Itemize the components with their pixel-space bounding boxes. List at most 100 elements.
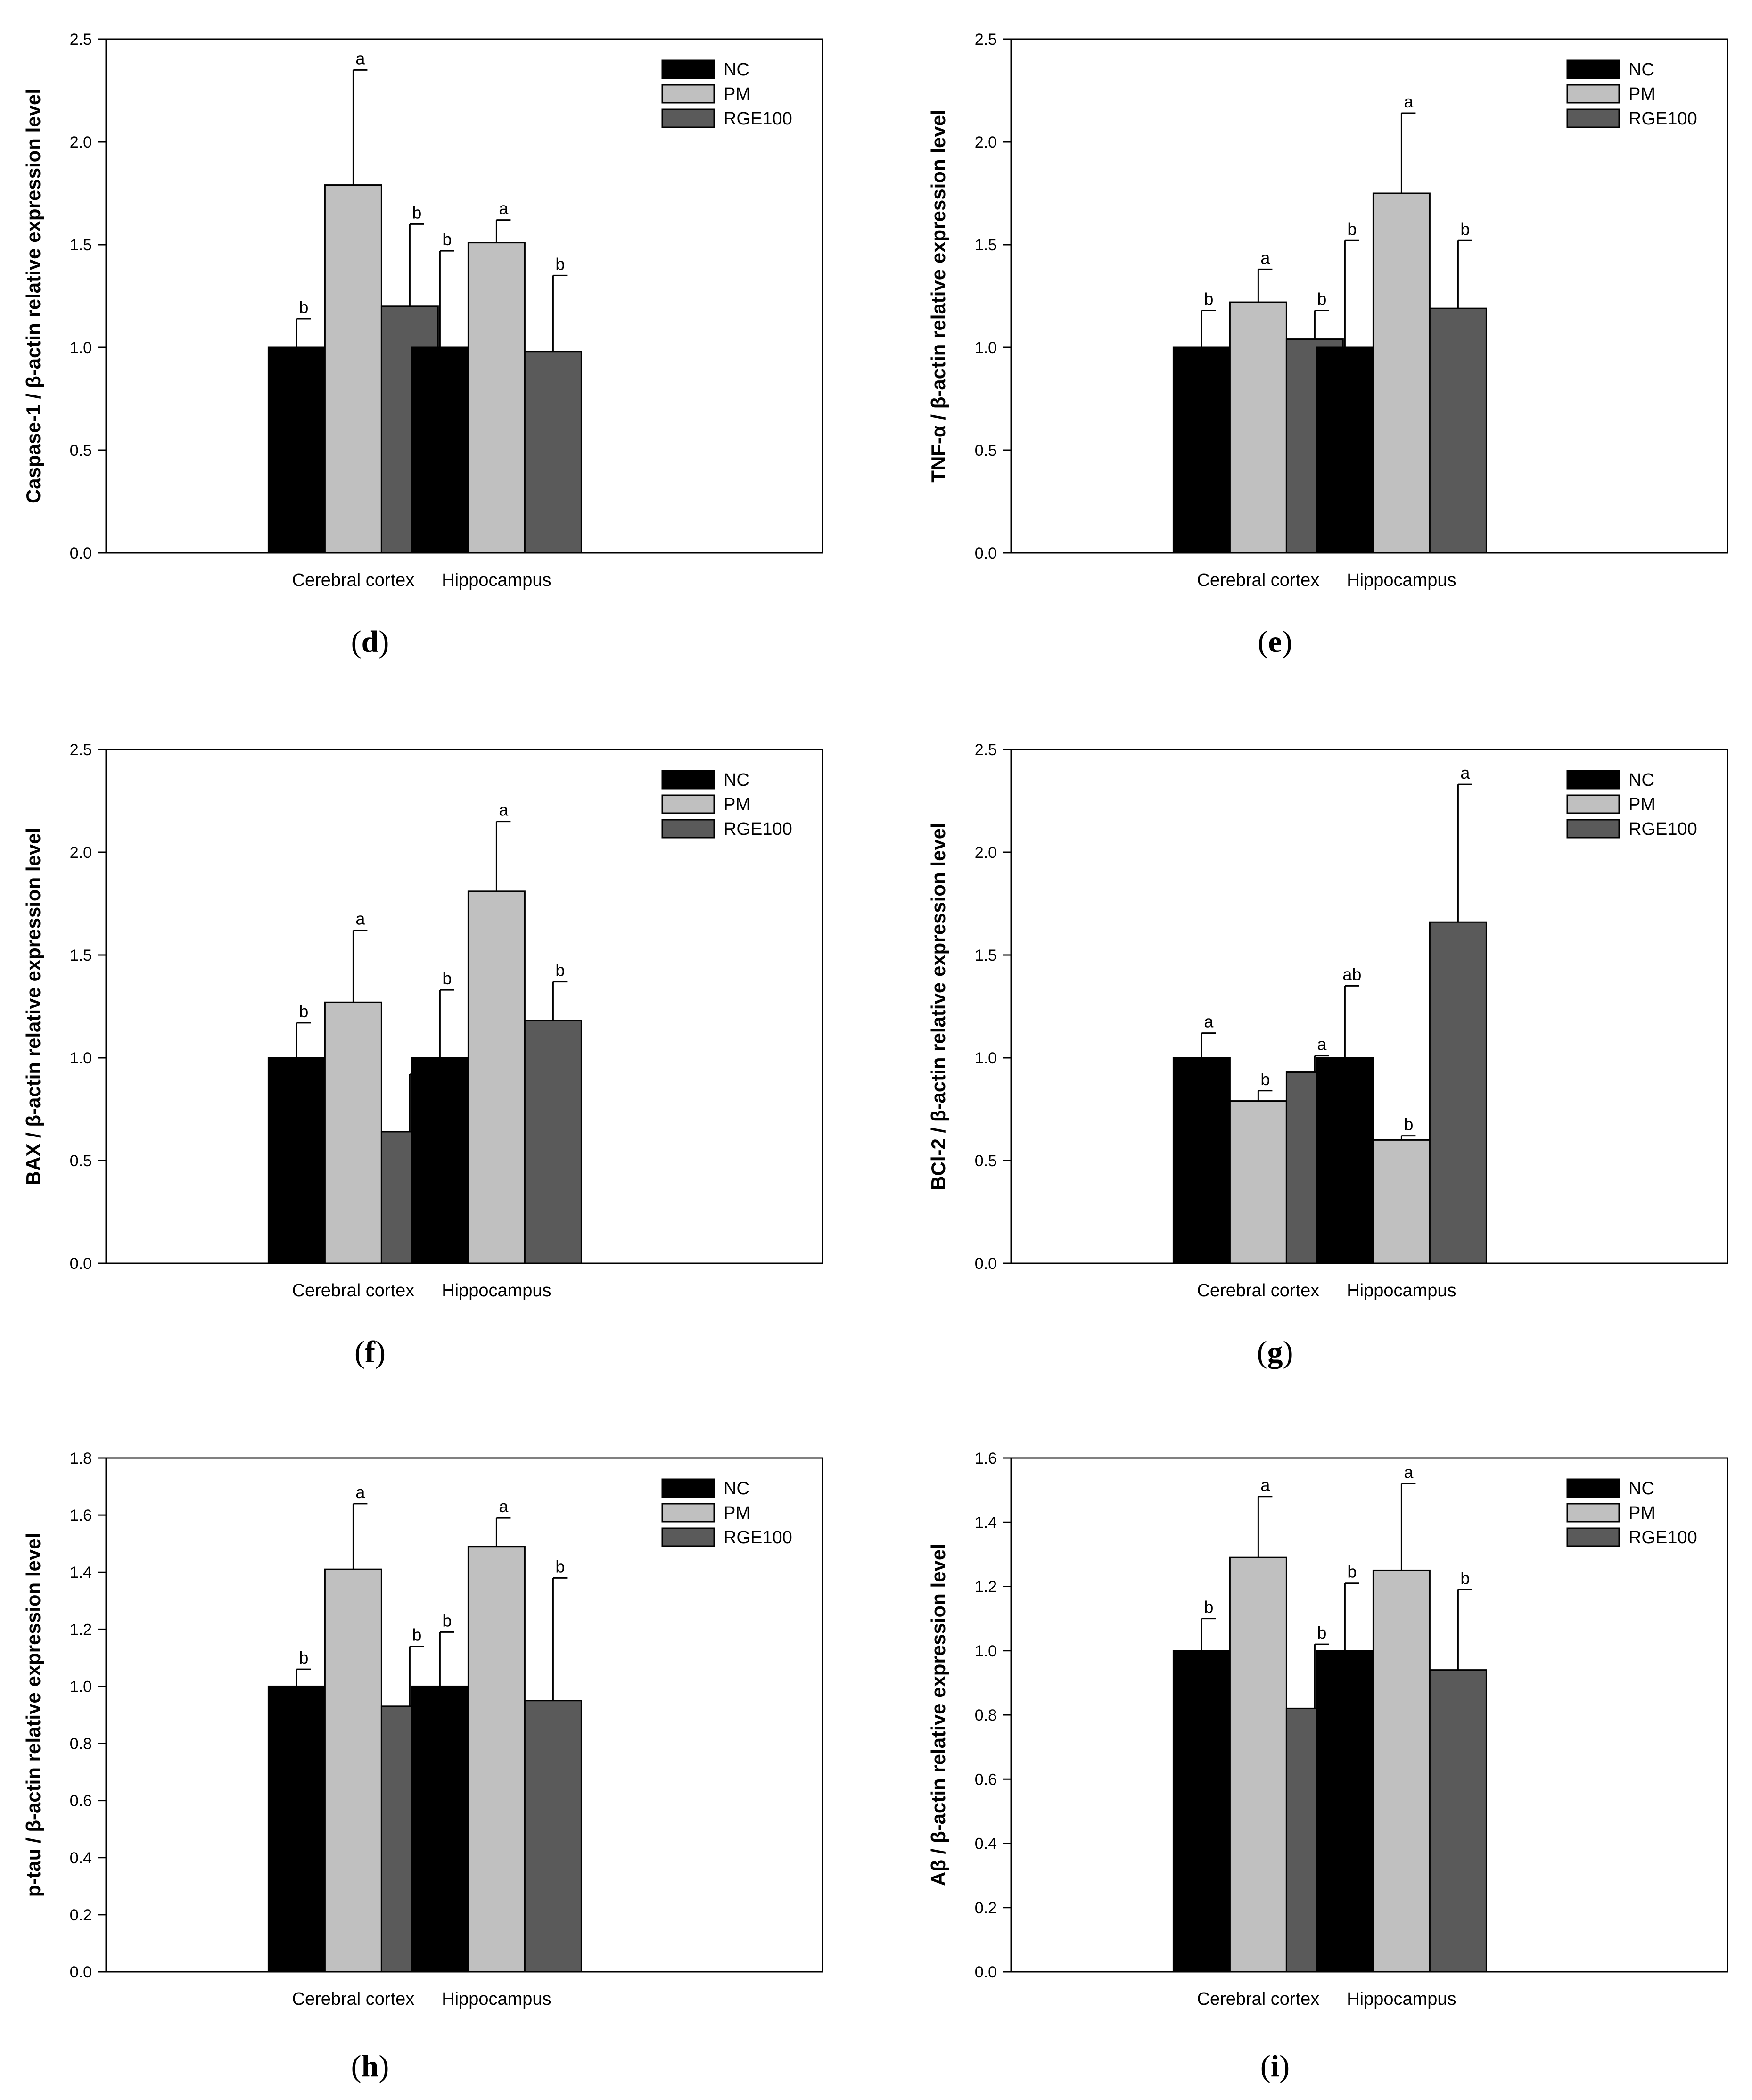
y-tick-label: 0.8	[975, 1706, 997, 1724]
significance-letter: b	[1460, 219, 1470, 239]
plot-frame	[1010, 749, 1728, 1264]
bar-pm-f-1	[467, 890, 526, 1264]
error-bar-nc-e-1	[1344, 239, 1359, 347]
bar-nc-i-0	[1172, 1650, 1231, 1973]
error-bar-pm-h-1	[495, 1517, 511, 1547]
legend-label-rge100: RGE100	[724, 1528, 792, 1548]
legend-swatch-nc	[1566, 59, 1620, 79]
panel-letter: d	[362, 625, 379, 659]
bar-pm-e-0	[1229, 301, 1287, 554]
bar-nc-i-1	[1316, 1650, 1374, 1973]
bar-pm-d-0	[324, 184, 382, 554]
y-tick-label: 1.5	[70, 947, 92, 964]
y-tick-label: 1.4	[70, 1564, 92, 1581]
significance-letter: b	[555, 254, 565, 273]
y-tick-label: 0.4	[70, 1849, 92, 1867]
legend-label-rge100: RGE100	[724, 109, 792, 129]
category-label: Hippocampus	[442, 570, 551, 590]
significance-letter: b	[442, 230, 452, 249]
significance-letter: a	[355, 909, 365, 929]
category-label: Hippocampus	[442, 1281, 551, 1301]
legend-swatch-nc	[661, 1478, 715, 1498]
panel-label: (i)	[1260, 2049, 1290, 2084]
error-bar-rge100-d-0	[409, 223, 424, 306]
bar-pm-i-0	[1229, 1556, 1287, 1973]
error-bar-pm-f-0	[352, 930, 368, 1003]
legend-swatch-nc	[1566, 770, 1620, 790]
y-tick-label: 1.6	[975, 1449, 997, 1467]
y-tick-label: 2.5	[70, 31, 92, 49]
plot-frame	[105, 1457, 823, 1973]
error-bar-pm-g-1	[1400, 1135, 1416, 1140]
y-axis-label: BAX / β-actin relative expression level	[22, 828, 44, 1186]
legend-swatch-rge100	[1566, 819, 1620, 839]
y-tick-label: 1.0	[975, 1049, 997, 1067]
legend-label-pm: PM	[724, 795, 750, 815]
y-tick-label: 0.5	[70, 442, 92, 460]
y-tick-label: 0.0	[70, 1255, 92, 1273]
y-tick-label: 2.0	[975, 133, 997, 151]
panel-letter: i	[1271, 2049, 1279, 2084]
legend-label-rge100: RGE100	[724, 819, 792, 839]
category-label: Cerebral cortex	[292, 570, 415, 590]
y-tick-label: 0.5	[70, 1152, 92, 1170]
y-tick-label: 1.4	[975, 1514, 997, 1532]
legend-label-nc: NC	[1629, 1479, 1654, 1499]
significance-letter: b	[299, 1002, 308, 1021]
significance-letter: b	[1317, 289, 1326, 309]
significance-letter: b	[555, 1556, 565, 1576]
bar-rge100-e-1	[1429, 307, 1487, 554]
bar-pm-d-1	[467, 242, 526, 554]
category-label: Cerebral cortex	[1197, 1281, 1320, 1301]
y-axis-label: Caspase-1 / β-actin relative expression …	[22, 89, 44, 503]
error-bar-rge100-h-1	[552, 1577, 568, 1701]
y-tick-label: 2.5	[975, 741, 997, 759]
significance-letter: a	[355, 49, 365, 68]
significance-letter: b	[1260, 1070, 1270, 1089]
y-tick-label: 0.0	[70, 544, 92, 562]
bar-pm-i-1	[1372, 1569, 1431, 1973]
legend-swatch-pm	[1566, 1503, 1620, 1523]
error-bar-rge100-i-1	[1457, 1589, 1472, 1670]
bar-rge100-d-1	[524, 351, 582, 554]
y-tick-label: 1.5	[975, 947, 997, 964]
category-label: Cerebral cortex	[292, 1989, 415, 2009]
significance-letter: b	[442, 1611, 452, 1630]
bar-nc-h-1	[411, 1685, 469, 1973]
chart-panel-d: b a b Cerebral cortex b a b Hippocampus 0.0 0.5 1.…	[22, 31, 823, 659]
panel-label: (e)	[1258, 625, 1292, 659]
panel-letter: g	[1267, 1335, 1283, 1369]
error-bar-nc-h-1	[439, 1631, 454, 1687]
bar-nc-f-1	[411, 1057, 469, 1264]
legend-label-pm: PM	[1629, 84, 1655, 104]
legend-label-nc: NC	[724, 770, 749, 790]
bar-pm-g-0	[1229, 1100, 1287, 1264]
category-label: Hippocampus	[442, 1989, 551, 2009]
significance-letter: b	[1460, 1568, 1470, 1588]
legend-swatch-rge100	[1566, 1527, 1620, 1547]
bar-pm-h-0	[324, 1568, 382, 1973]
y-tick-label: 0.6	[70, 1792, 92, 1810]
error-bar-nc-d-0	[296, 318, 311, 347]
significance-letter: b	[442, 969, 452, 988]
legend-label-nc: NC	[724, 60, 749, 80]
y-tick-label: 2.5	[70, 741, 92, 759]
legend-label-pm: PM	[1629, 795, 1655, 815]
y-tick-label: 0.5	[975, 442, 997, 460]
error-bar-nc-i-0	[1201, 1618, 1216, 1651]
panel-label: (g)	[1257, 1335, 1293, 1369]
chart-panel-h: b a b Cerebral cortex b a b Hippocampus 0.0 0.2 0.…	[22, 1449, 823, 2084]
legend-swatch-rge100	[661, 108, 715, 128]
panel-label: (f)	[354, 1335, 386, 1369]
error-bar-nc-g-0	[1201, 1032, 1216, 1058]
y-tick-label: 1.0	[70, 1678, 92, 1696]
significance-letter: a	[499, 1497, 509, 1516]
plot-frame	[105, 749, 823, 1264]
significance-letter: b	[412, 203, 421, 222]
bar-nc-g-1	[1316, 1057, 1374, 1264]
y-tick-label: 1.0	[975, 1642, 997, 1660]
legend-label-rge100: RGE100	[1629, 819, 1697, 839]
y-axis-label: p-tau / β-actin relative expression leve…	[22, 1533, 44, 1897]
category-label: Cerebral cortex	[292, 1281, 415, 1301]
legend-label-pm: PM	[724, 84, 750, 104]
